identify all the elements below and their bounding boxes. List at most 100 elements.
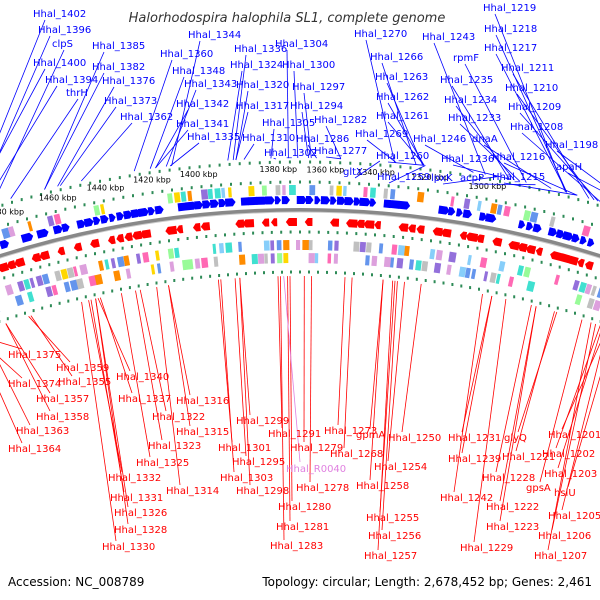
tick-dot	[24, 311, 26, 315]
tick-dot	[112, 197, 115, 201]
reverse-gene-label: hslU	[554, 488, 576, 499]
tick-dot	[574, 311, 576, 315]
gene-labels: Hhal_1402 Hhal_1396 clpS Hhal_1400 Hhal_1394…	[8, 3, 600, 562]
forward-gene	[137, 207, 149, 217]
tick-dot	[446, 191, 449, 195]
forward-leader-line	[556, 150, 600, 184]
function-box	[270, 253, 275, 264]
function-box	[63, 281, 71, 293]
tick-dot	[353, 272, 355, 276]
function-box	[188, 259, 194, 270]
tick-dot	[339, 161, 342, 165]
tick-dot	[377, 183, 380, 187]
reverse-gene-label: Hhal_1205	[548, 511, 600, 522]
reverse-gene-label: Hhal_1364	[8, 444, 61, 455]
forward-leader-line	[459, 123, 520, 182]
tick-dot	[439, 240, 442, 244]
tick-label: 1360 kbp	[307, 165, 345, 174]
reverse-gene	[57, 246, 66, 256]
tick-dot	[132, 194, 134, 198]
reverse-gene	[31, 252, 42, 263]
tick-dot	[281, 270, 283, 274]
forward-gene-label: Hhal_1335	[187, 132, 240, 143]
forward-leader-line	[303, 92, 312, 159]
tick-dot	[45, 212, 48, 216]
tick-dot	[218, 163, 221, 167]
tick-dot	[288, 160, 291, 164]
tick-dot	[485, 248, 488, 252]
tick-dot	[591, 317, 594, 321]
forward-gene-label: Hhal_1266	[370, 52, 423, 63]
function-box	[415, 260, 422, 271]
function-box	[69, 279, 79, 291]
tick-dot	[524, 205, 527, 209]
tick-dot	[495, 291, 498, 295]
forward-gene	[555, 229, 565, 239]
tick-label: 1420 kbp	[133, 176, 171, 185]
tick-dot	[20, 198, 23, 202]
reverse-gene-label: Hhal_1374	[8, 379, 61, 390]
reverse-leader-line	[239, 277, 251, 486]
tick-dot	[540, 260, 543, 264]
tick-dot	[439, 169, 442, 173]
function-box	[397, 245, 406, 256]
tick-dot	[138, 172, 141, 176]
function-box	[182, 259, 190, 271]
function-box	[116, 256, 125, 268]
tick-dot	[549, 263, 552, 267]
reverse-gene	[535, 247, 544, 256]
function-box	[75, 278, 85, 290]
reverse-leader-line	[220, 279, 235, 473]
tick-dot	[358, 182, 361, 186]
tick-dot	[543, 210, 546, 213]
feature-layer	[0, 184, 600, 314]
tick-dot	[572, 217, 574, 221]
forward-leader-line	[57, 86, 115, 187]
forward-leader-line	[171, 40, 201, 166]
function-box	[200, 189, 209, 200]
reverse-gene-label: Hhal_1295	[232, 457, 285, 468]
tick-dot	[530, 299, 533, 303]
reverse-gene-label: Hhal_1363	[16, 426, 69, 437]
reverse-leader-line	[234, 278, 247, 457]
function-box	[29, 277, 36, 289]
function-box	[383, 188, 389, 199]
forward-leader-line	[0, 85, 58, 181]
function-box	[435, 249, 443, 261]
forward-gene	[305, 195, 314, 205]
function-box	[221, 187, 226, 199]
reverse-leader-line	[0, 357, 23, 379]
function-box	[7, 226, 16, 238]
backbone-layer	[0, 207, 600, 259]
tick-dot	[392, 235, 395, 238]
reverse-leader-line	[381, 281, 398, 531]
tick-dot	[191, 276, 194, 280]
function-box	[283, 240, 290, 251]
reverse-leader-line	[99, 297, 133, 394]
tick-dot	[130, 245, 133, 249]
function-box	[302, 239, 310, 251]
rna-leader-line	[283, 276, 301, 463]
tick-dot	[448, 242, 451, 245]
function-box	[214, 188, 221, 199]
tick-label: 1400 kbp	[180, 170, 218, 179]
forward-gene	[209, 199, 219, 208]
forward-gene-label: Hhal_1269	[355, 129, 408, 140]
genome-backbone	[0, 207, 600, 259]
tick-label: 1340 kbp	[357, 168, 395, 177]
forward-gene-label: Hhal_1320	[236, 80, 289, 91]
reverse-gene-label: Hhal_1268	[330, 449, 383, 460]
tick-dot	[108, 177, 111, 181]
function-box	[470, 268, 477, 280]
reverse-gene-label: Hhal_1258	[356, 481, 409, 492]
tick-dot	[249, 181, 252, 185]
tick-label: 1440 kbp	[87, 183, 125, 192]
forward-gene	[202, 200, 211, 209]
reverse-gene	[132, 230, 143, 240]
tick-dot	[58, 301, 61, 305]
forward-gene-label: Hhal_1218	[484, 24, 537, 35]
tick-dot	[371, 273, 373, 277]
tick-dot	[200, 275, 203, 279]
function-box	[479, 257, 488, 269]
